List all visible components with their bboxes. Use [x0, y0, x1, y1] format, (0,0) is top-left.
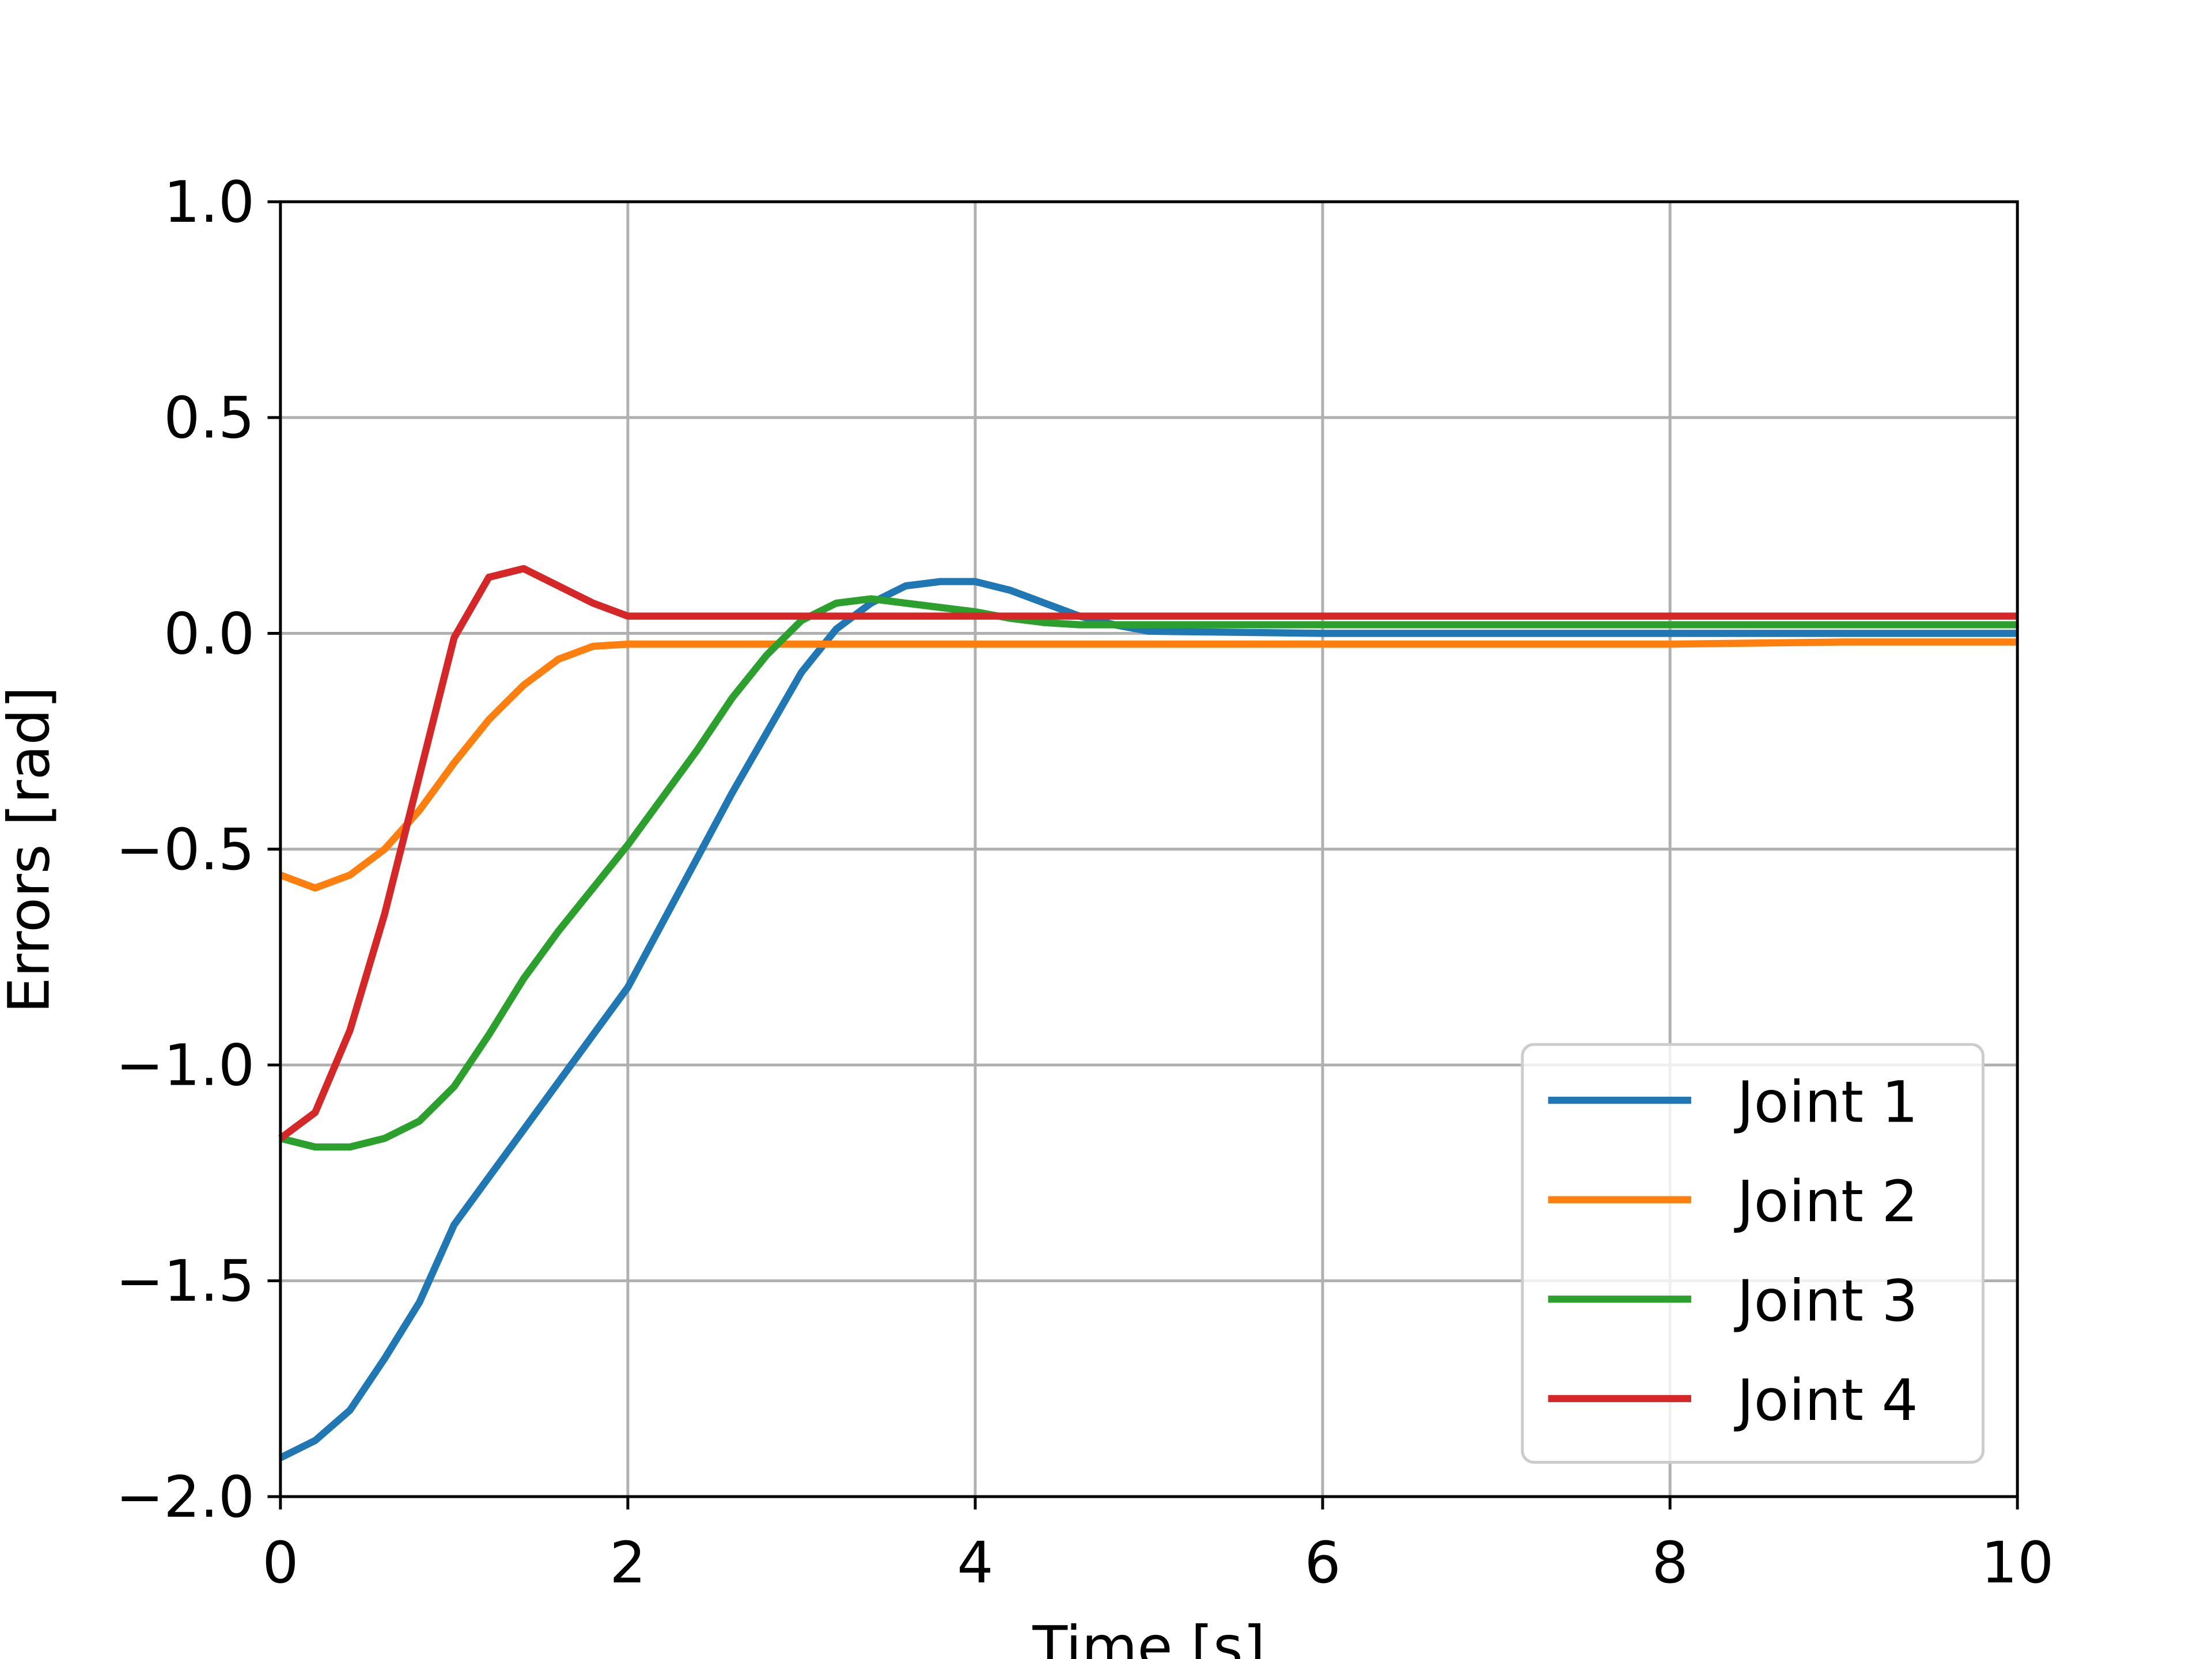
legend-label: Joint 4	[1733, 1368, 1918, 1434]
line-series	[279, 638, 2018, 892]
y-tick-label: −2.0	[116, 1464, 255, 1531]
x-tick-label: 0	[262, 1530, 298, 1596]
legend-box	[1521, 1043, 1985, 1464]
y-tick-label: 0.5	[164, 385, 255, 452]
y-tick-label: 0.0	[164, 601, 255, 667]
x-tick-label: 4	[957, 1530, 993, 1596]
line-series	[278, 565, 2018, 1142]
x-tick-label: 8	[1652, 1530, 1688, 1596]
y-tick-label: −0.5	[116, 817, 255, 883]
y-tick-label: −1.0	[116, 1033, 255, 1099]
y-tick-label: 1.0	[164, 169, 255, 236]
y-tick-label: −1.5	[116, 1248, 255, 1315]
x-tick-label: 2	[609, 1530, 646, 1596]
x-tick-label: 6	[1304, 1530, 1340, 1596]
legend-label: Joint 2	[1733, 1169, 1918, 1235]
y-axis-label: Errors [rad]	[0, 686, 62, 1013]
legend-label: Joint 3	[1733, 1268, 1918, 1335]
plot-frame	[279, 200, 2019, 1498]
line-series	[279, 595, 2018, 1151]
line-series	[279, 578, 2018, 1461]
legend: Joint 1 Joint 2 Joint 3 Joint 4	[1521, 1043, 1985, 1464]
x-tick-label: 10	[1981, 1530, 2054, 1596]
legend-label: Joint 1	[1733, 1069, 1918, 1135]
x-axis-label: Time [s]	[1032, 1615, 1266, 1659]
